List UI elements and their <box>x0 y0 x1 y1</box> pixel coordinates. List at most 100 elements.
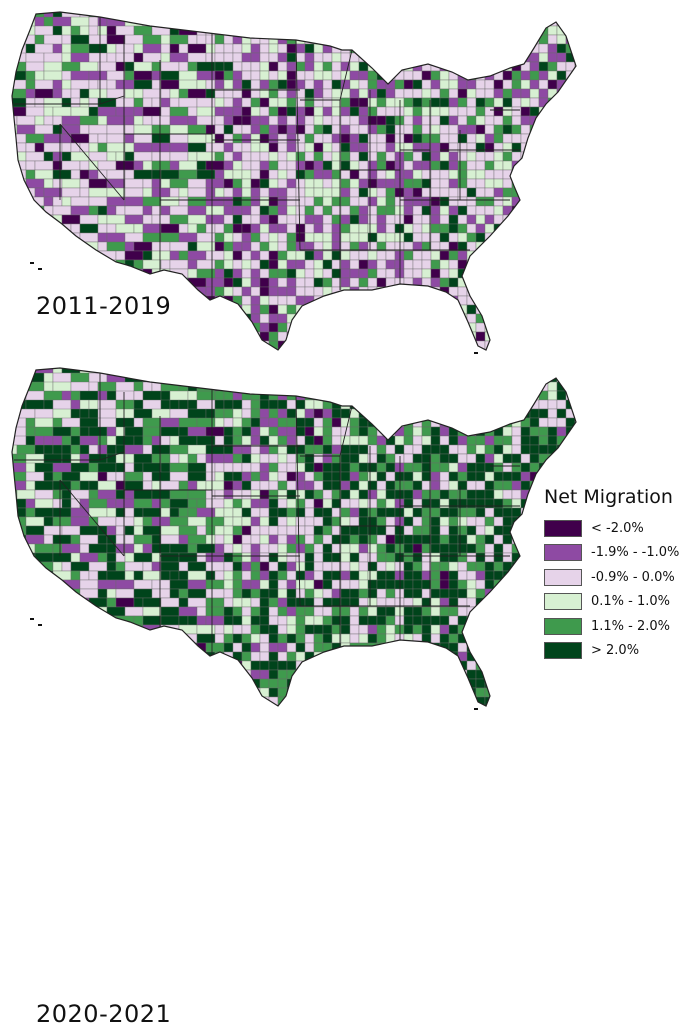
county-cell <box>466 471 477 482</box>
county-cell <box>502 79 513 90</box>
county-cell <box>466 25 477 36</box>
county-cell <box>259 61 270 72</box>
county-cell <box>16 331 27 342</box>
county-cell <box>295 259 306 270</box>
county-cell <box>313 678 324 689</box>
county-cell <box>421 678 432 689</box>
county-cell <box>484 178 495 189</box>
county-cell <box>286 588 297 599</box>
county-cell <box>376 426 387 437</box>
county-cell <box>484 187 495 198</box>
state-border <box>59 123 125 201</box>
county-cell <box>52 588 63 599</box>
county-cell <box>412 687 423 698</box>
county-cell <box>88 250 99 261</box>
county-cell <box>520 205 531 216</box>
county-cell <box>511 624 522 635</box>
county-cell <box>466 214 477 225</box>
county-cell <box>349 381 360 392</box>
county-cell <box>88 570 99 581</box>
county-cell <box>421 331 432 342</box>
county-cell <box>322 142 333 153</box>
county-cell <box>547 25 558 36</box>
county-cell <box>421 43 432 54</box>
county-cell <box>358 259 369 270</box>
county-cell <box>511 642 522 653</box>
county-cell <box>538 223 549 234</box>
county-cell <box>376 651 387 662</box>
county-cell <box>187 687 207 698</box>
county-cell <box>106 471 117 482</box>
county-cell <box>70 223 81 234</box>
county-cell <box>313 525 324 536</box>
county-cell <box>412 534 423 545</box>
county-cell <box>556 187 567 198</box>
county-cell <box>340 579 351 590</box>
county-cell <box>349 471 360 482</box>
county-cell <box>457 12 468 18</box>
county-cell <box>412 516 423 527</box>
county-cell <box>79 124 90 135</box>
county-cell <box>403 615 414 626</box>
county-cell <box>286 705 297 706</box>
county-cell <box>232 507 243 518</box>
county-cell <box>502 16 513 27</box>
county-cell <box>511 615 522 626</box>
county-cell <box>286 498 297 509</box>
county-cell <box>493 12 504 18</box>
county-cell <box>133 507 144 518</box>
county-cell <box>304 268 315 279</box>
county-cell <box>439 678 450 689</box>
county-cell <box>124 687 144 698</box>
county-cell <box>403 579 414 590</box>
county-cell <box>286 606 297 617</box>
county-cell <box>349 88 360 99</box>
county-cell <box>475 642 486 653</box>
county-cell <box>421 408 432 419</box>
county-cell <box>250 259 261 270</box>
us-outline <box>11 11 577 351</box>
county-cell <box>259 381 270 392</box>
county-cell <box>484 169 495 180</box>
county-cell <box>547 79 558 90</box>
county-cell <box>295 426 306 437</box>
county-cell <box>565 381 576 392</box>
county-cell <box>12 687 18 698</box>
county-cell <box>25 160 36 171</box>
county-cell <box>304 16 315 27</box>
county-cell <box>340 142 351 153</box>
county-cell <box>232 322 243 333</box>
county-cell <box>502 615 513 626</box>
county-cell <box>457 142 468 153</box>
county-cell <box>304 381 315 392</box>
county-cell <box>232 187 243 198</box>
county-cell <box>304 606 315 617</box>
county-cell <box>268 561 279 572</box>
county-cell <box>259 606 270 617</box>
county-cell <box>484 250 495 261</box>
county-cell <box>448 133 459 144</box>
county-cell <box>457 97 468 108</box>
county-cell <box>43 277 54 288</box>
county-cell <box>34 160 54 171</box>
county-cell <box>412 525 423 536</box>
county-cell <box>178 525 198 536</box>
county-cell <box>466 115 477 126</box>
county-cell <box>25 651 45 662</box>
county-cell <box>529 88 540 99</box>
county-cell <box>502 178 513 189</box>
county-cell <box>412 187 423 198</box>
county-cell <box>295 678 306 689</box>
county-cell <box>286 214 297 225</box>
county-cell <box>412 79 423 90</box>
county-cell <box>43 322 63 333</box>
county-cell <box>331 368 342 374</box>
county-cell <box>169 286 189 297</box>
county-cell <box>52 660 72 671</box>
county-cell <box>52 277 63 288</box>
county-cell <box>502 543 513 554</box>
county-cell <box>25 606 36 617</box>
county-cell <box>43 525 63 536</box>
county-cell <box>511 304 522 315</box>
county-cell <box>529 241 540 252</box>
